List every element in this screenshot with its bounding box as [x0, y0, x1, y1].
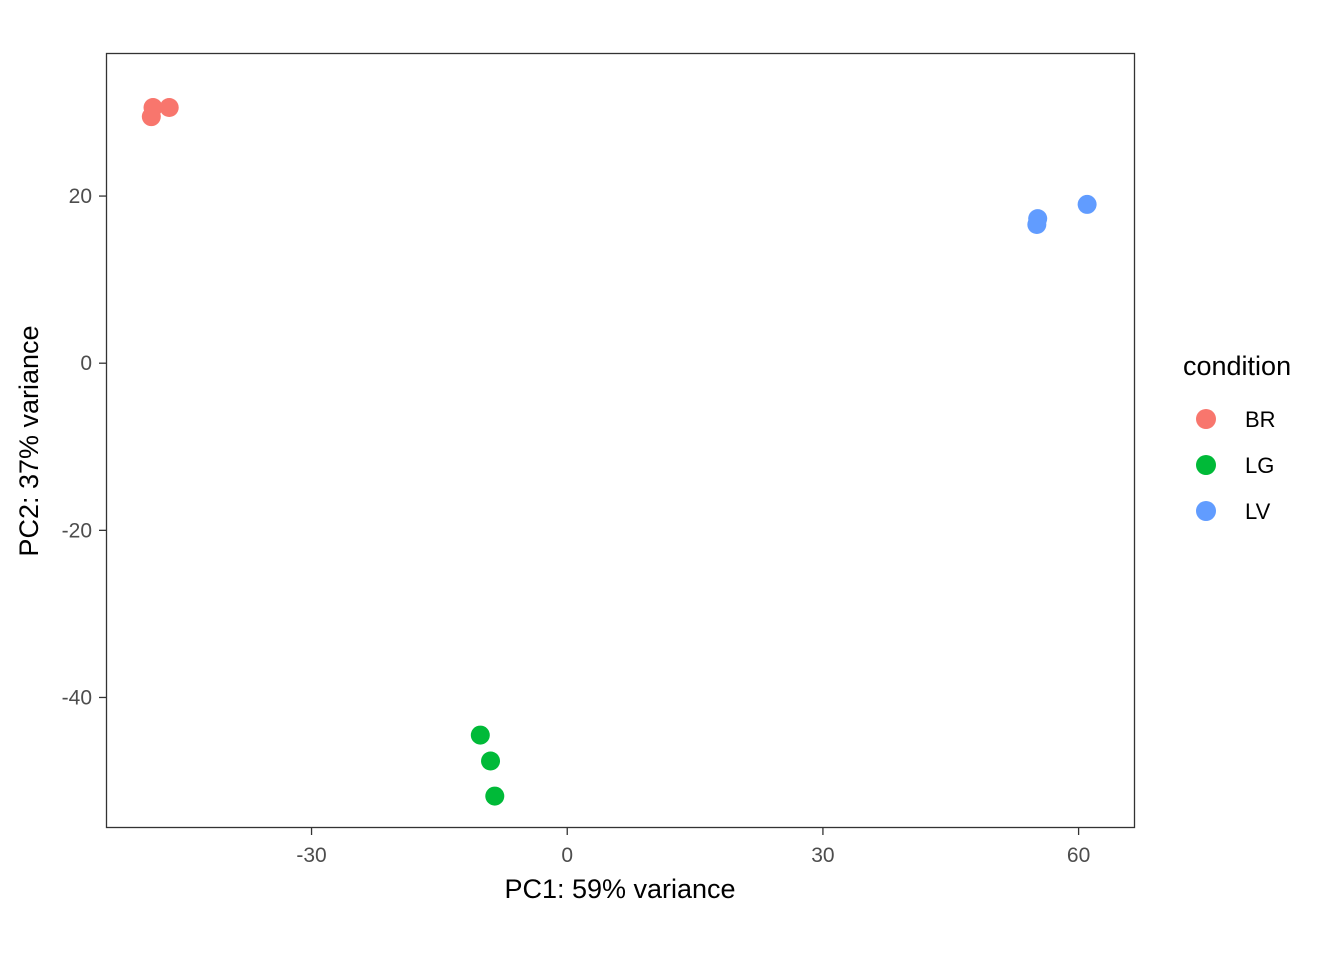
- y-axis-title: PC2: 37% variance: [14, 325, 44, 556]
- data-point-lg: [481, 751, 501, 771]
- y-tick-label: 20: [69, 185, 92, 208]
- y-tick-label: 0: [80, 352, 92, 375]
- x-axis: -30 0 30 60: [296, 827, 1090, 867]
- x-tick-label: -30: [296, 844, 326, 867]
- y-tick-label: -40: [62, 686, 92, 709]
- data-point-lv: [1027, 214, 1047, 234]
- data-point-br: [141, 107, 161, 127]
- data-point-br: [159, 97, 179, 117]
- legend-key-br: [1196, 409, 1216, 429]
- legend-label-lv: LV: [1245, 499, 1271, 524]
- x-tick-label: 30: [811, 844, 834, 867]
- legend-key-lg: [1196, 455, 1216, 475]
- data-point-lv: [1077, 194, 1097, 214]
- legend-key-lv: [1196, 501, 1216, 521]
- x-tick-label: 60: [1067, 844, 1090, 867]
- legend-label-br: BR: [1245, 407, 1276, 432]
- panel-border: [105, 52, 1136, 829]
- legend-title: condition: [1183, 351, 1291, 381]
- y-axis: -40 -20 0 20: [62, 185, 107, 709]
- data-point-lg: [485, 786, 505, 806]
- x-tick-label: 0: [561, 844, 573, 867]
- legend: condition BR LG LV: [1183, 351, 1291, 524]
- legend-label-lg: LG: [1245, 453, 1274, 478]
- data-point-lg: [470, 725, 490, 745]
- y-tick-label: -20: [62, 519, 92, 542]
- data-points: [141, 97, 1097, 806]
- x-axis-title: PC1: 59% variance: [504, 874, 735, 904]
